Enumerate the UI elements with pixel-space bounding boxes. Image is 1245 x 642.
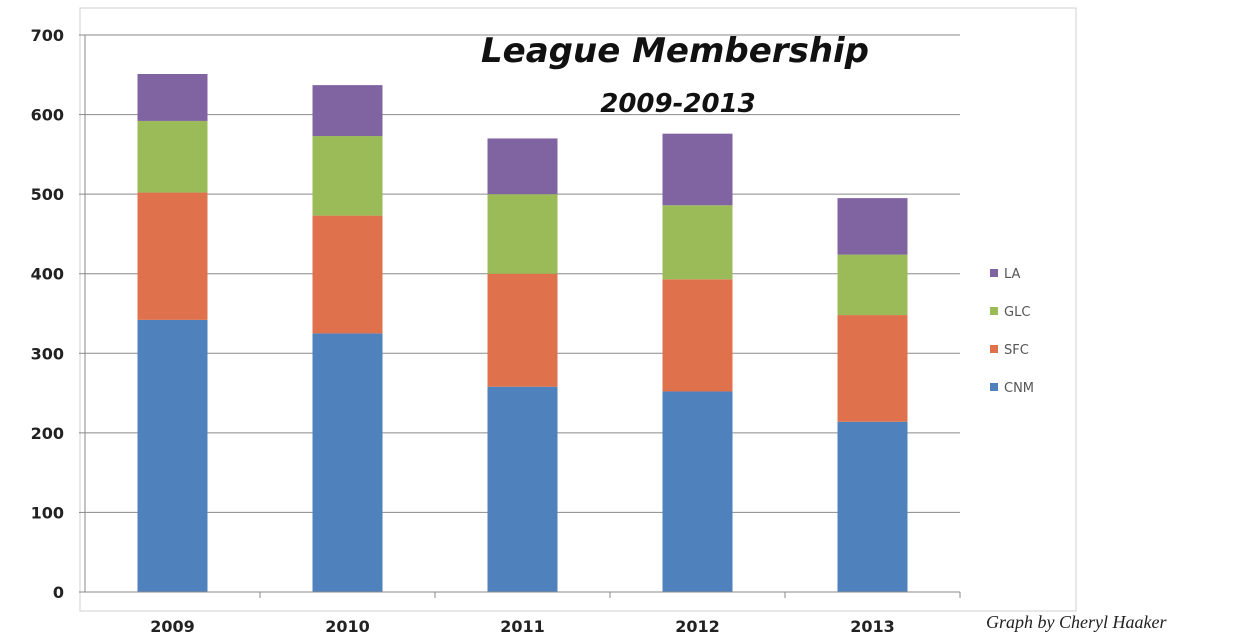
y-tick-label: 0 (53, 583, 64, 602)
bar-glc-2011 (487, 194, 558, 274)
bar-glc-2012 (662, 205, 733, 280)
legend: LA GLC SFC CNM (990, 267, 1034, 396)
graph-credit: Graph by Cheryl Haaker (986, 612, 1167, 632)
bar-sfc-2012 (662, 279, 733, 392)
y-tick-label: 500 (31, 185, 64, 204)
chart-title: League Membership (481, 31, 869, 71)
x-tick-label: 2012 (675, 617, 720, 636)
bar-la-2009 (137, 73, 208, 121)
bar-la-2013 (837, 198, 908, 255)
x-tick-label: 2011 (500, 617, 545, 636)
legend-label-glc: GLC (1004, 305, 1030, 320)
bar-la-2010 (312, 85, 383, 137)
legend-swatch-glc (990, 307, 998, 315)
bar-sfc-2010 (312, 215, 383, 334)
y-tick-label: 100 (31, 503, 64, 522)
bar-sfc-2009 (137, 192, 208, 320)
legend-label-sfc: SFC (1004, 343, 1029, 358)
legend-label-cnm: CNM (1004, 381, 1034, 396)
legend-swatch-cnm (990, 383, 998, 391)
legend-label-la: LA (1004, 267, 1021, 282)
plot-border (79, 7, 1077, 612)
axes: 0 100 200 300 400 500 600 700 2009 2010 2011 2012 20… (31, 26, 961, 636)
bar-glc-2013 (837, 254, 908, 316)
bar-cnm-2009 (137, 319, 208, 592)
legend-swatch-la (990, 269, 998, 277)
y-tick-label: 300 (31, 344, 64, 363)
y-tick-label: 400 (31, 265, 64, 284)
x-tick-label: 2010 (325, 617, 370, 636)
chart-subtitle: 2009-2013 (600, 89, 756, 119)
bar-sfc-2011 (487, 273, 558, 387)
legend-swatch-sfc (990, 345, 998, 353)
bar-sfc-2013 (837, 315, 908, 422)
y-tick-label: 600 (31, 106, 64, 125)
bar-la-2012 (662, 133, 733, 206)
bar-cnm-2011 (487, 386, 558, 592)
bar-cnm-2010 (312, 333, 383, 592)
x-tick-label: 2013 (850, 617, 895, 636)
y-tick-label: 700 (31, 26, 64, 45)
bar-glc-2010 (312, 136, 383, 216)
bars (137, 73, 908, 592)
bar-cnm-2013 (837, 421, 908, 592)
y-tick-label: 200 (31, 424, 64, 443)
bar-la-2011 (487, 138, 558, 195)
bar-cnm-2012 (662, 391, 733, 592)
x-tick-label: 2009 (150, 617, 195, 636)
bar-glc-2009 (137, 120, 208, 193)
